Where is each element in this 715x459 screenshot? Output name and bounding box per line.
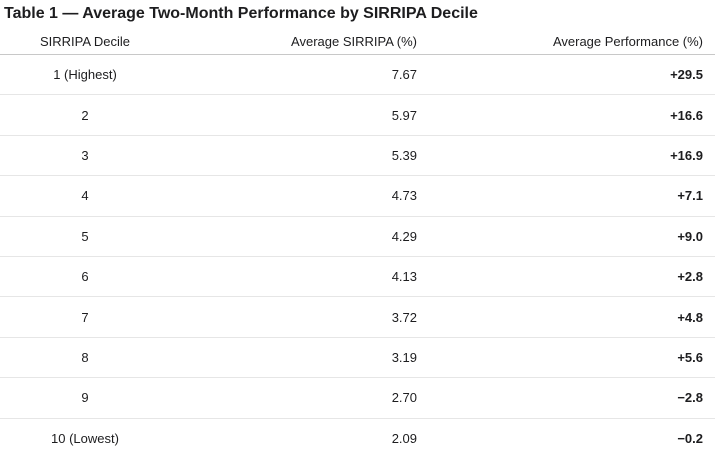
table-row: 1 (Highest) 7.67 +29.5 (0, 55, 715, 96)
table-row: 10 (Lowest) 2.09 −0.2 (0, 419, 715, 459)
sirripa-cell: 3.19 (391, 349, 417, 365)
sirripa-cell: 4.29 (391, 228, 417, 244)
sirripa-cell: 3.72 (391, 309, 417, 325)
sirripa-cell: 4.73 (391, 188, 417, 204)
performance-cell: −0.2 (677, 431, 703, 447)
table-row: 7 3.72 +4.8 (0, 297, 715, 338)
decile-cell: 2 (81, 107, 89, 123)
sirripa-cell: 5.39 (391, 147, 417, 163)
table-row: 3 5.39 +16.9 (0, 136, 715, 177)
decile-cell: 4 (81, 188, 89, 204)
performance-cell: −2.8 (677, 390, 703, 406)
performance-cell: +16.9 (670, 147, 703, 163)
decile-cell: 6 (81, 269, 89, 285)
performance-cell: +2.8 (677, 269, 703, 285)
table-row: 4 4.73 +7.1 (0, 176, 715, 217)
decile-cell: 10 (Lowest) (51, 431, 119, 447)
decile-cell: 5 (81, 228, 89, 244)
sirripa-cell: 2.09 (391, 431, 417, 447)
performance-cell: +4.8 (677, 309, 703, 325)
header-cell: Average SIRRIPA (%) (291, 33, 417, 49)
sirripa-cell: 2.70 (391, 390, 417, 406)
decile-cell: 8 (81, 349, 89, 365)
performance-cell: +5.6 (677, 349, 703, 365)
performance-cell: +29.5 (670, 67, 703, 83)
sirripa-cell: 7.67 (391, 67, 417, 83)
sirripa-cell: 5.97 (391, 107, 417, 123)
table-row: 5 4.29 +9.0 (0, 217, 715, 257)
header-cell: Average Performance (%) (552, 33, 703, 49)
table-row: 2 5.97 +16.6 (0, 95, 715, 136)
table-row: 6 4.13 +2.8 (0, 257, 715, 298)
performance-cell: +7.1 (677, 188, 703, 204)
performance-cell: +9.0 (677, 228, 703, 244)
table-row: 8 3.19 +5.6 (0, 338, 715, 379)
decile-cell: 7 (81, 309, 89, 325)
sirripa-cell: 4.13 (391, 269, 417, 285)
header-cell: SIRRIPA Decile (39, 33, 131, 49)
header-row: SIRRIPA Decile Average SIRRIPA (%) Avera… (0, 28, 715, 55)
decile-cell: 1 (Highest) (53, 67, 117, 83)
performance-cell: +16.6 (670, 107, 703, 123)
table-title: Table 1 — Average Two-Month Performance … (4, 5, 478, 22)
table-row: 9 2.70 −2.8 (0, 378, 715, 419)
decile-cell: 3 (81, 147, 89, 163)
decile-cell: 9 (81, 390, 89, 406)
